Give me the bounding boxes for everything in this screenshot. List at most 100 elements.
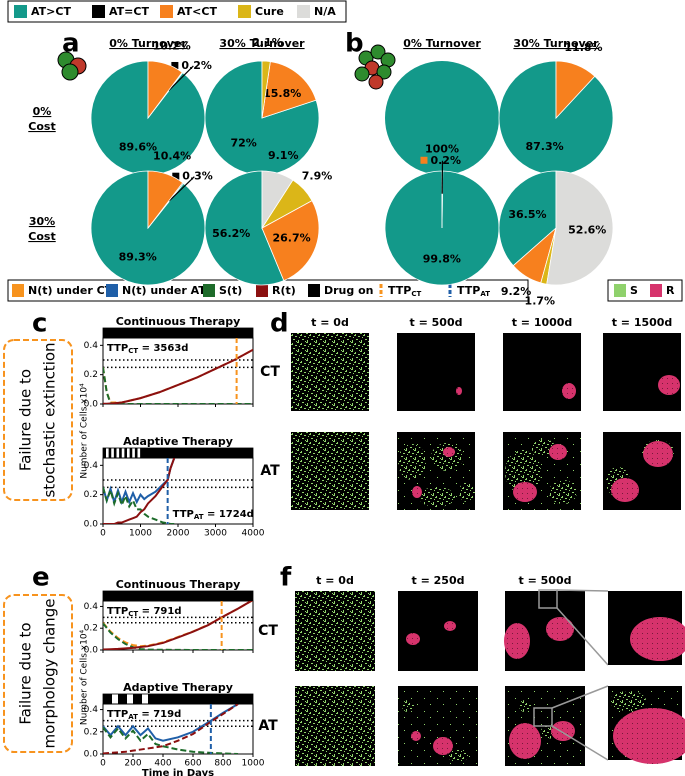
series-group xyxy=(103,704,239,754)
legend-label: TTPAT xyxy=(457,284,490,298)
x-tick-label: 4000 xyxy=(242,529,265,539)
snapshot xyxy=(398,591,478,671)
legend-box xyxy=(607,279,683,302)
value-label: 10.2% xyxy=(153,40,191,53)
legend-swatch xyxy=(92,5,105,18)
drug-on xyxy=(103,328,253,338)
chart-title: Continuous Therapy xyxy=(116,315,241,328)
value-label: 87.3% xyxy=(525,140,563,153)
value-label: 10.4% xyxy=(153,150,191,163)
legend-swatch xyxy=(308,284,320,297)
value-label: 89.3% xyxy=(119,251,157,264)
snapshot xyxy=(603,432,681,510)
side-label: stochastic extinction xyxy=(41,342,59,497)
chart-title: Adaptive Therapy xyxy=(123,435,233,448)
panel-letter: f xyxy=(280,563,292,593)
sensitive-cluster xyxy=(610,691,646,711)
value-label: 26.7% xyxy=(272,231,310,244)
y-tick-label: 0.4 xyxy=(84,341,99,351)
sensitive-cluster xyxy=(431,443,463,471)
snapshot-bg xyxy=(603,333,681,411)
row-label: CT xyxy=(260,364,280,380)
pointer-arrow xyxy=(168,176,195,202)
sensitive-cluster xyxy=(398,444,426,480)
resistant-cluster xyxy=(546,617,574,641)
time-header: t = 0d xyxy=(316,574,354,587)
snapshot xyxy=(503,432,581,510)
series-line xyxy=(103,348,253,404)
panel-letter: a xyxy=(62,29,80,59)
series-group xyxy=(103,458,176,524)
snapshot xyxy=(608,591,685,665)
zoom-connector xyxy=(551,685,609,709)
pie-slice xyxy=(261,170,294,230)
resistant-cluster xyxy=(443,447,455,457)
y-tick-label: 0.0 xyxy=(84,400,99,410)
series-group xyxy=(103,348,253,404)
label-marker xyxy=(420,156,428,164)
legend-swatch xyxy=(238,5,251,18)
value-label: 15.8% xyxy=(263,87,301,100)
resistant-cluster xyxy=(630,617,685,661)
y-tick-label: 0.4 xyxy=(84,461,99,471)
y-tick-label: 0.0 xyxy=(84,646,99,656)
zoom-connector xyxy=(556,607,609,666)
legend-label: S xyxy=(630,284,638,297)
value-label: 2.1% xyxy=(252,36,283,49)
resistant-cluster xyxy=(411,731,421,741)
resistant-cluster xyxy=(509,723,541,759)
time-header: t = 500d xyxy=(410,316,463,329)
resistant-cluster xyxy=(643,441,673,467)
pie-slice xyxy=(204,170,285,286)
y-tick-label: 0.2 xyxy=(84,370,98,380)
legend-label-main: TTP xyxy=(457,284,480,297)
row-header: Cost xyxy=(28,230,55,243)
side-label: Failure due to xyxy=(17,369,35,471)
snapshot xyxy=(504,591,585,671)
value-label: 0.2% xyxy=(430,154,461,167)
ttp-sub: AT xyxy=(128,713,138,721)
ttp-main: TTP xyxy=(173,509,194,520)
legend-swatch xyxy=(106,284,118,297)
value-label: 72% xyxy=(230,136,256,149)
y-tick-label: 0.2 xyxy=(84,624,98,634)
value-label: 52.6% xyxy=(568,224,606,237)
zoom-box xyxy=(533,707,553,727)
snapshot xyxy=(503,333,581,411)
x-axis-label: Time in Days xyxy=(142,768,214,776)
legend-label: AT=CT xyxy=(109,5,149,18)
time-header: t = 1500d xyxy=(612,316,673,329)
value-label: 11.8% xyxy=(564,41,602,54)
value-label: 9.2% xyxy=(501,285,532,298)
drug-on xyxy=(103,448,106,458)
snapshot xyxy=(608,686,685,764)
ttp-main: TTP xyxy=(107,343,128,354)
pie-slice xyxy=(498,170,557,267)
legend-label: N(t) under CT xyxy=(28,284,113,297)
sensitive-cluster xyxy=(459,482,475,502)
sensitive-cluster xyxy=(519,700,531,712)
value-label: 99.8% xyxy=(423,252,461,265)
pointer-arrow xyxy=(168,65,194,92)
time-header: t = 500d xyxy=(519,574,572,587)
y-tick-label: 0.0 xyxy=(84,520,99,530)
y-tick-label: 0.2 xyxy=(84,727,98,737)
x-tick-label: 200 xyxy=(124,759,141,769)
legend-label-sub: AT xyxy=(480,290,490,298)
series-line xyxy=(103,458,176,524)
series-line xyxy=(103,704,239,742)
snapshot-bg xyxy=(291,432,369,510)
pie-slice xyxy=(261,60,271,119)
resistant-cluster xyxy=(562,383,576,399)
icon-a xyxy=(57,51,87,81)
value-label: 36.5% xyxy=(508,208,546,221)
value-label: 9.1% xyxy=(268,149,299,162)
drug-on xyxy=(133,694,142,704)
x-tick-label: 1000 xyxy=(242,759,265,769)
legend-label: R(t) xyxy=(272,284,296,297)
row-header: 30% xyxy=(29,215,55,228)
resistant-cluster xyxy=(611,478,639,502)
value-label: 56.2% xyxy=(212,227,250,240)
legend-swatch xyxy=(614,284,626,297)
snapshot-bg xyxy=(398,591,478,671)
